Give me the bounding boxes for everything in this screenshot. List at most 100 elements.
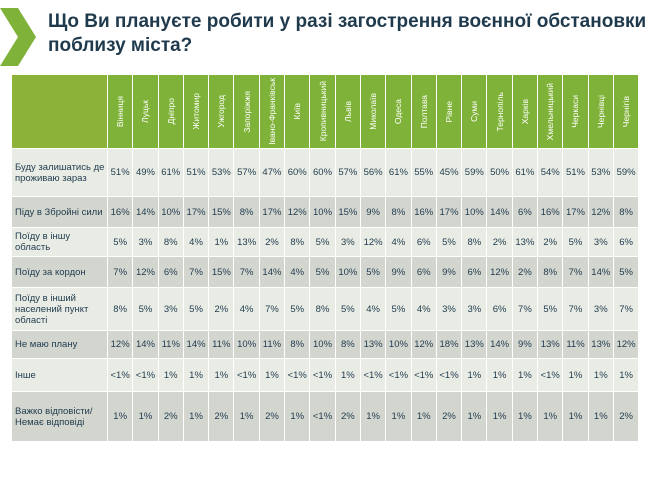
table-cell: 6% [612,227,640,257]
column-header-city: Чернівці [587,74,614,149]
table-cell: 13% [511,227,539,257]
table-cell: 4% [284,256,311,288]
table-row: Поїду в іншу область 5% 3% 8% 4% 1% 13% 2% 8% 5% 3… [11,227,640,257]
table-cell: 2% [612,391,640,442]
table-cell: 3% [461,287,488,331]
table-cell: 1% [208,227,235,257]
table-cell: 5% [612,256,640,288]
table-cell: 3% [157,287,184,331]
table-cell: 7% [562,287,589,331]
table-cell: <1% [359,358,387,392]
table-cell: 1% [486,358,513,392]
city-label: Тернопіль [494,91,505,132]
table-cell: 4% [233,287,260,331]
table-cell: 51% [562,148,589,197]
table-cell: 10% [461,196,488,228]
table-cell: 1% [208,358,235,392]
table-cell: 1% [385,391,412,442]
table-cell: 1% [233,391,260,442]
city-label: Хмельницький [545,82,556,141]
table-cell: 11% [562,330,589,359]
table-cell: 17% [182,196,210,228]
table-cell: 61% [385,148,412,197]
table-cell: <1% [537,358,564,392]
table-cell: 57% [334,148,361,197]
table-cell: 6% [410,227,437,257]
city-label: Київ [292,103,303,120]
column-header-city: Луцьк [132,74,159,149]
table-cell: 51% [106,148,134,197]
table-cell: 2% [208,391,235,442]
table-cell: 9% [435,256,463,288]
city-label: Луцьк [140,100,151,123]
city-label: Одеса [393,98,404,125]
table-cell: 11% [258,330,286,359]
table-cell: 2% [435,391,463,442]
table-cell: <1% [132,358,159,392]
table-cell: 5% [309,256,336,288]
table-cell: 9% [385,256,412,288]
table-cell: 5% [359,256,387,288]
row-label: Важко відповісти/Немає відповіді [11,391,108,442]
row-label: Не маю плану [11,330,108,359]
table-cell: 6% [461,256,488,288]
table-row: Піду в Збройні сили 16% 14% 10% 17% 15% 8% 17% 1… [11,196,640,228]
table-cell: 61% [157,148,184,197]
table-cell: 54% [537,148,564,197]
table-cell: 5% [334,287,361,331]
table-cell: 6% [486,287,513,331]
table-cell: 1% [182,391,210,442]
table-cell: 8% [612,196,640,228]
table-cell: 17% [562,196,589,228]
table-cell: 14% [486,330,513,359]
column-header-city: Київ [284,74,311,149]
table-cell: 17% [435,196,463,228]
table-row: Інше <1% <1% 1% 1% 1% <1% 1% <1% <1% 1% <1% <1% <1% <1… [11,358,640,392]
table-cell: 7% [106,256,134,288]
table-cell: 14% [486,196,513,228]
table-cell: 59% [461,148,488,197]
city-label: Миколаїв [368,93,379,130]
column-header-city: Полтава [410,74,437,149]
table-cell: 3% [132,227,159,257]
table-cell: 1% [562,358,589,392]
table-cell: 2% [511,256,539,288]
table-cell: 5% [284,287,311,331]
table-cell: 16% [106,196,134,228]
brand-logo-chevron [0,8,36,66]
table-cell: 8% [284,227,311,257]
table-cell: 2% [258,227,286,257]
column-header-city: Черкаси [562,74,589,149]
table-cell: 56% [359,148,387,197]
table-cell: 2% [486,227,513,257]
table-cell: 5% [435,227,463,257]
table-cell: 1% [157,358,184,392]
table-cell: 12% [359,227,387,257]
table-cell: 15% [334,196,361,228]
table-cell: 12% [284,196,311,228]
table-cell: 9% [359,196,387,228]
table-cell: 2% [537,227,564,257]
table-cell: 1% [359,391,387,442]
table-cell: 1% [258,358,286,392]
table-cell: 2% [258,391,286,442]
table-cell: 1% [284,391,311,442]
table-cell: 1% [587,358,614,392]
table-cell: 6% [157,256,184,288]
column-header-city: Одеса [385,74,412,149]
table-cell: 5% [106,227,134,257]
table-cell: 5% [309,227,336,257]
table-cell: <1% [284,358,311,392]
column-header-city: Тернопіль [486,74,513,149]
table-cell: 45% [435,148,463,197]
table-cell: 13% [233,227,260,257]
table-cell: 1% [132,391,159,442]
table-row: Важко відповісти/Немає відповіді 1% 1% 2% 1%… [11,391,640,442]
table-cell: 8% [334,330,361,359]
city-label: Житомир [191,93,202,130]
table-cell: 1% [410,391,437,442]
table-cell: 14% [182,330,210,359]
city-label: Черкаси [570,95,581,128]
table-cell: 15% [208,196,235,228]
table-cell: 14% [132,196,159,228]
